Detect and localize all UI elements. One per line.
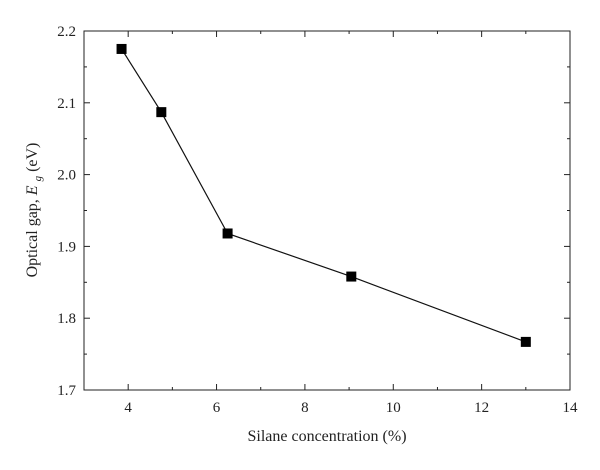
x-tick-label: 10 — [386, 400, 401, 416]
data-point — [156, 107, 167, 118]
y-tick-label: 1.8 — [57, 311, 76, 327]
data-point — [346, 271, 357, 282]
y-tick-label: 2.2 — [57, 24, 76, 40]
y-tick-label: 2.0 — [57, 168, 76, 184]
x-tick-label: 8 — [301, 400, 309, 416]
y-tick-label: 1.9 — [57, 239, 76, 255]
x-tick-label: 12 — [474, 400, 489, 416]
x-tick-label: 14 — [563, 400, 579, 416]
x-tick-label: 6 — [213, 400, 221, 416]
x-tick-label: 4 — [124, 400, 132, 416]
data-point — [222, 228, 233, 239]
data-point — [520, 336, 531, 347]
x-axis-label: Silane concentration (%) — [247, 428, 406, 445]
y-axis-label-unit: (eV) — [24, 143, 41, 172]
x-axis-ticks: 4 6 8 10 12 14 — [83, 31, 579, 416]
y-axis-ticks: 1.7 1.8 1.9 2.0 2.1 2.2 — [57, 24, 570, 399]
y-axis-label-symbol: E — [24, 185, 41, 196]
data-point — [116, 43, 127, 54]
y-tick-label: 2.1 — [57, 96, 76, 112]
series-line — [121, 48, 527, 343]
y-tick-label: 1.7 — [57, 383, 76, 399]
y-axis-label-subscript: g — [32, 175, 44, 181]
y-axis-label: Optical gap, E g (eV) — [24, 143, 45, 278]
y-axis-label-main: Optical gap, — [24, 195, 41, 277]
series-group — [116, 43, 531, 347]
plot-area-frame — [83, 30, 571, 391]
